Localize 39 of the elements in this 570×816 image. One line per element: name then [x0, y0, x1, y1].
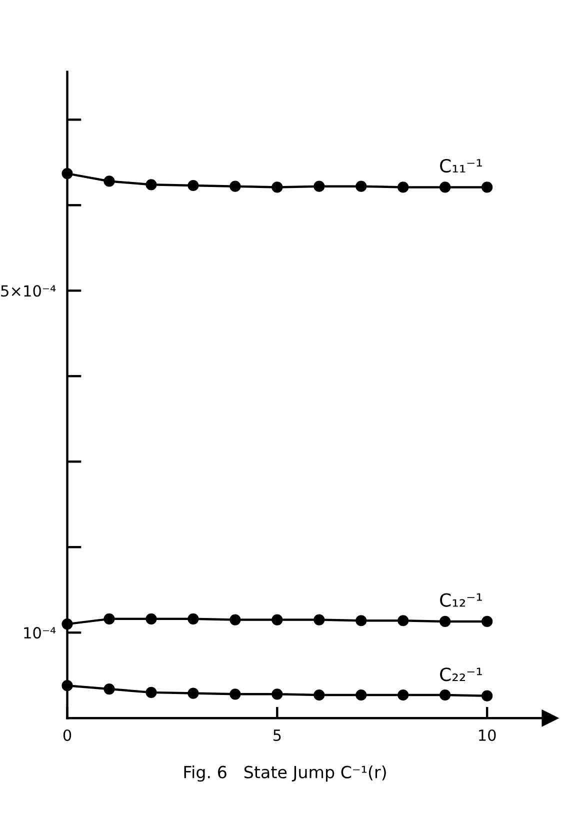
- point: [230, 614, 241, 626]
- point: [188, 688, 199, 699]
- point: [314, 180, 325, 192]
- point: [104, 613, 115, 624]
- series-label: C₂₂⁻¹: [440, 668, 482, 682]
- y-tick-label: 5×10⁻⁴: [1, 285, 56, 297]
- series-label: C₁₂⁻¹: [440, 593, 482, 607]
- point: [398, 615, 409, 626]
- point: [356, 689, 367, 701]
- point: [440, 182, 451, 193]
- point: [272, 614, 283, 626]
- point: [272, 182, 283, 193]
- point: [314, 689, 325, 701]
- point: [188, 613, 199, 624]
- y-tick-label: 10⁻⁴: [24, 627, 56, 639]
- point: [104, 176, 115, 187]
- point: [440, 689, 451, 701]
- point: [356, 180, 367, 192]
- x-tick-label: 10: [479, 729, 496, 742]
- point: [482, 690, 493, 702]
- point: [230, 180, 241, 192]
- point: [146, 613, 157, 624]
- point: [482, 182, 493, 193]
- point: [440, 616, 451, 628]
- point: [314, 614, 325, 626]
- point: [398, 182, 409, 193]
- point: [146, 686, 157, 698]
- point: [398, 689, 409, 701]
- point: [146, 179, 157, 190]
- x-tick-label: 5: [273, 730, 281, 742]
- point: [356, 615, 367, 626]
- point: [482, 616, 493, 628]
- point: [188, 180, 199, 192]
- point: [230, 688, 241, 700]
- x-tick-label: 0: [63, 729, 72, 742]
- point: [104, 683, 115, 695]
- series-label: C₁₁⁻¹: [440, 158, 482, 173]
- text: Fig. 6 State Jump C⁻¹(r): [184, 766, 386, 782]
- point: [272, 688, 283, 700]
